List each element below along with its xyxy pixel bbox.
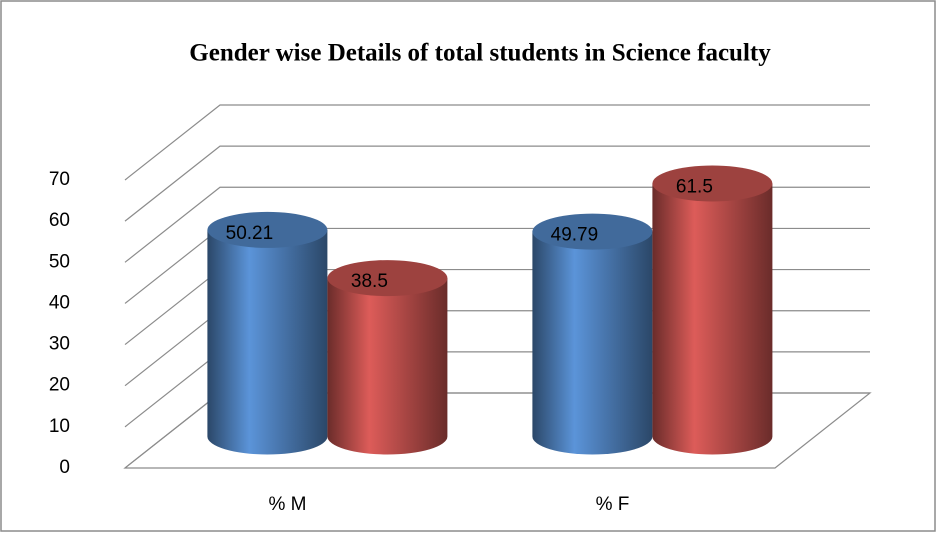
- cylinder-body: [652, 183, 773, 455]
- y-tick-label: 30: [49, 334, 70, 355]
- grid-line: [124, 145, 870, 222]
- cylinder-top: [532, 213, 653, 250]
- value-label: 61.5: [676, 176, 713, 197]
- x-tick-label: % M: [269, 494, 307, 515]
- cylinder-top: [207, 211, 328, 248]
- cylinder-body: [327, 278, 448, 455]
- cylinder: [327, 260, 448, 455]
- y-tick-label: 70: [49, 169, 70, 190]
- chart-title: Gender wise Details of total students in…: [189, 40, 771, 67]
- y-tick-label: 20: [49, 375, 70, 396]
- cylinder-body: [532, 231, 653, 455]
- y-tick-label: 0: [59, 457, 70, 478]
- cylinder: [532, 213, 653, 455]
- y-tick-label: 60: [49, 210, 70, 231]
- grid-line: [124, 104, 870, 181]
- x-tick-label: % F: [596, 494, 630, 515]
- value-label: 50.21: [226, 223, 274, 244]
- cylinder: [652, 165, 773, 455]
- cylinder-top: [327, 260, 448, 297]
- y-tick-label: 50: [49, 251, 70, 272]
- cylinder-body: [207, 229, 328, 455]
- cylinder-top: [652, 165, 773, 202]
- value-label: 38.5: [351, 271, 388, 292]
- value-label: 49.79: [551, 225, 599, 246]
- y-tick-label: 10: [49, 416, 70, 437]
- cylinder: [207, 211, 328, 455]
- y-tick-label: 40: [49, 292, 70, 313]
